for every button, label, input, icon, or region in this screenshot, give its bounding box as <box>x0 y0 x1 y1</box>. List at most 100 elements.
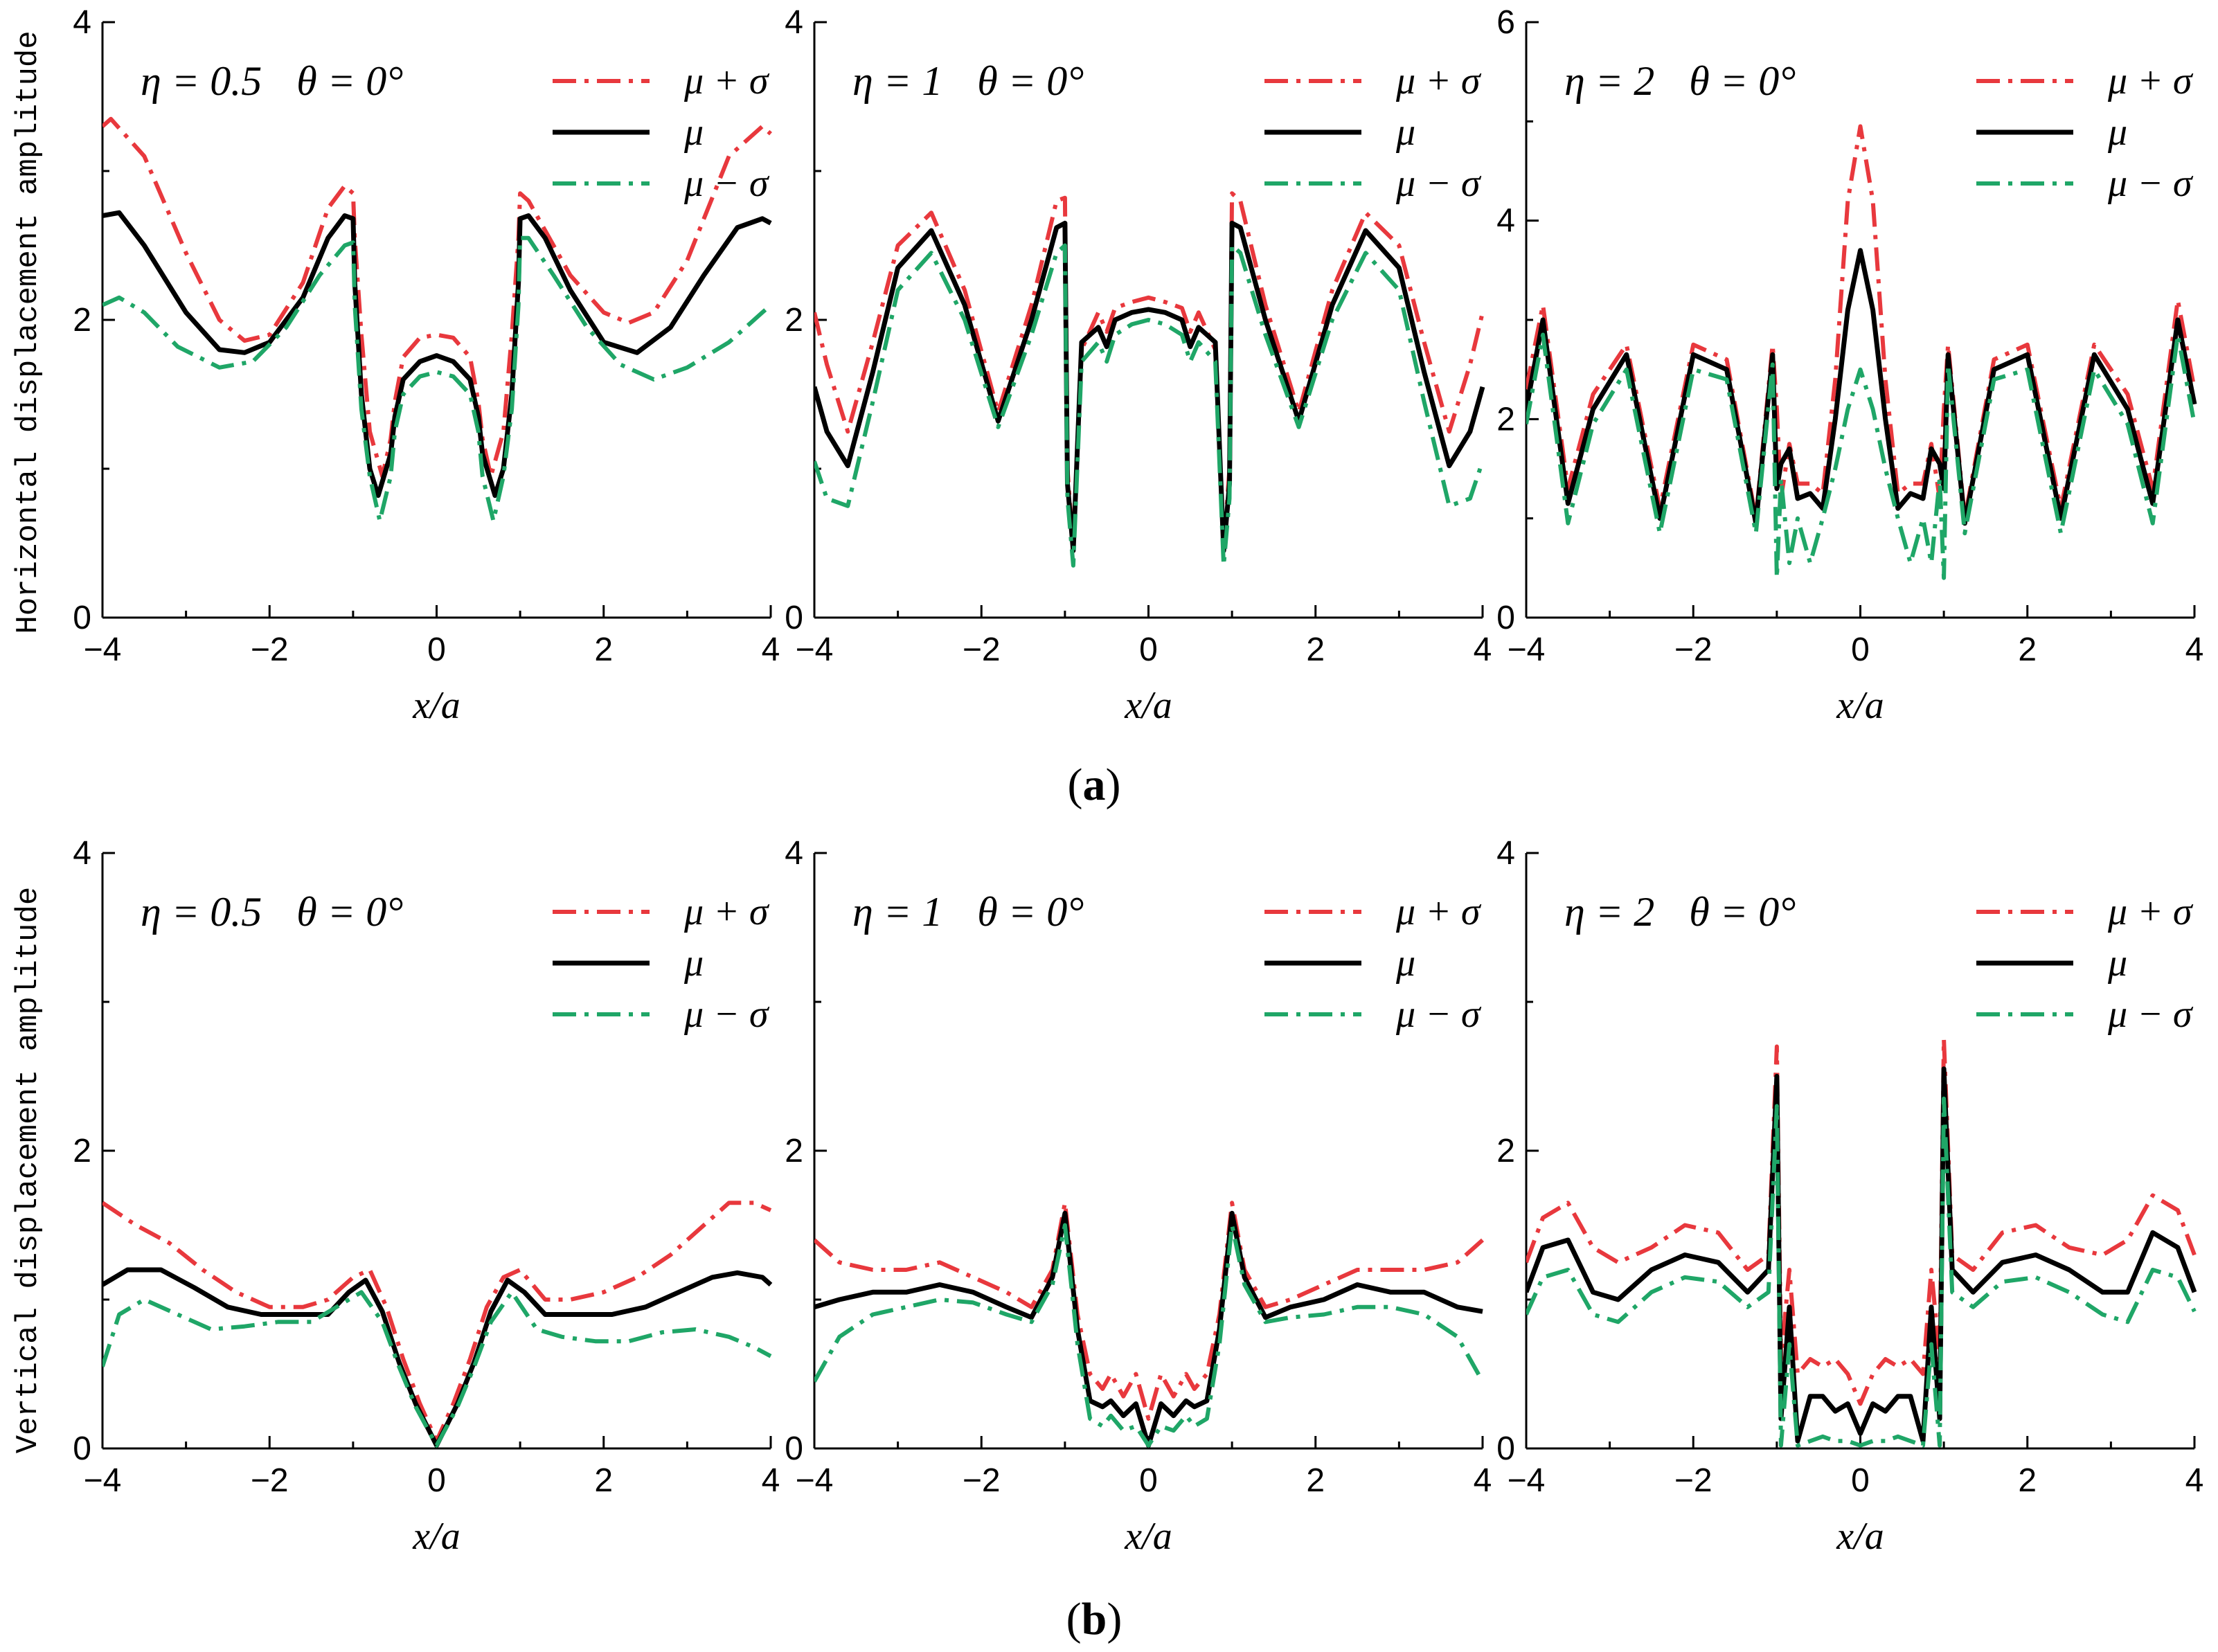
y-tick-label: 4 <box>785 4 803 41</box>
x-axis-label: x/a <box>412 1515 460 1558</box>
x-tick-label: −4 <box>84 1462 122 1499</box>
x-tick-label: −4 <box>84 631 122 668</box>
y-tick-label: 0 <box>1496 600 1515 636</box>
y-tick-label: 0 <box>73 600 91 636</box>
x-tick-label: 0 <box>427 631 446 668</box>
series-line-mu-minus-sigma <box>1526 332 2197 580</box>
x-tick-label: −2 <box>251 1462 289 1499</box>
x-tick-label: −4 <box>796 631 834 668</box>
row-b-ylabel: Vertical displacement amplitude <box>11 887 46 1454</box>
series-line-mu-minus-sigma <box>102 235 772 523</box>
x-tick-label: 0 <box>1851 1462 1870 1499</box>
legend-label: μ <box>683 111 704 154</box>
y-tick-label: 4 <box>1496 835 1515 872</box>
x-axis-label: x/a <box>1836 1515 1884 1558</box>
y-tick-label: 0 <box>785 1430 803 1467</box>
y-tick-label: 0 <box>785 600 803 636</box>
x-tick-label: 2 <box>1306 1462 1325 1499</box>
x-tick-label: 2 <box>594 1462 613 1499</box>
series-line-mu-plus-sigma <box>814 1201 1484 1421</box>
legend-label: μ + σ <box>2107 890 2194 933</box>
x-tick-label: 2 <box>594 631 613 668</box>
series-line-mu <box>102 1267 773 1448</box>
x-tick-label: −4 <box>796 1462 834 1499</box>
series-line-mu <box>1526 248 2197 526</box>
y-tick-label: 2 <box>73 1133 91 1169</box>
x-tick-label: 4 <box>1474 1462 1492 1499</box>
x-axis-label: x/a <box>1124 1515 1172 1558</box>
series-line-mu-minus-sigma <box>1526 1096 2197 1448</box>
x-tick-label: −2 <box>251 631 289 668</box>
legend-label: μ + σ <box>683 890 770 933</box>
x-tick-label: 4 <box>2185 1462 2204 1499</box>
legend-label: μ − σ <box>1395 993 1482 1036</box>
legend-label: μ + σ <box>2107 60 2194 102</box>
y-tick-label: 2 <box>1496 401 1515 438</box>
panel-annotation: η = 0.5 θ = 0° <box>141 889 403 935</box>
series-line-mu-plus-sigma <box>102 1201 772 1444</box>
x-tick-label: 4 <box>1474 631 1492 668</box>
panel-label-a: (a) <box>1068 760 1121 810</box>
series-line-mu-minus-sigma <box>102 1290 772 1448</box>
series-line-mu-plus-sigma <box>1526 124 2197 521</box>
x-tick-label: 2 <box>2018 1462 2037 1499</box>
series-line-mu-minus-sigma <box>814 243 1485 568</box>
series-line-mu-plus-sigma <box>1526 1036 2197 1406</box>
y-tick-label: 2 <box>1496 1133 1515 1169</box>
legend-label: μ + σ <box>1395 60 1482 102</box>
legend-label: μ + σ <box>1395 890 1482 933</box>
panel-0-0: −4 −2 0 2 4 0 2 4 x/a η = 0.5 θ = 0° μ + σ μ μ − σ <box>73 4 780 727</box>
y-tick-label: 4 <box>785 835 803 872</box>
legend-label: μ − σ <box>2107 993 2194 1036</box>
x-tick-label: −2 <box>963 1462 1001 1499</box>
series-line-mu <box>102 210 772 499</box>
series-line-mu-plus-sigma <box>102 116 772 478</box>
y-tick-label: 4 <box>1496 203 1515 240</box>
x-tick-label: −2 <box>1674 631 1712 668</box>
x-tick-label: 4 <box>762 631 780 668</box>
series-line-mu <box>814 220 1485 553</box>
x-tick-label: 0 <box>1851 631 1870 668</box>
x-tick-label: 0 <box>1139 1462 1158 1499</box>
legend-label: μ <box>683 942 704 985</box>
x-tick-label: 4 <box>2185 631 2204 668</box>
legend-label: μ − σ <box>683 162 770 205</box>
legend-label: μ − σ <box>683 993 770 1036</box>
x-tick-label: 4 <box>762 1462 780 1499</box>
panel-label-b: (b) <box>1066 1594 1123 1644</box>
y-tick-label: 2 <box>73 302 91 339</box>
y-tick-label: 0 <box>73 1430 91 1467</box>
legend-label: μ <box>1395 942 1415 985</box>
series-line-mu-minus-sigma <box>814 1223 1485 1448</box>
legend-label: μ − σ <box>1395 162 1482 205</box>
legend-label: μ <box>2107 942 2127 985</box>
legend-label: μ <box>2107 111 2127 154</box>
x-axis-label: x/a <box>1124 684 1172 727</box>
panel-annotation: η = 0.5 θ = 0° <box>141 58 403 104</box>
series-line-mu-plus-sigma <box>814 191 1485 553</box>
series-line-mu <box>814 1210 1483 1448</box>
x-axis-label: x/a <box>412 684 460 727</box>
x-axis-label: x/a <box>1836 684 1884 727</box>
x-tick-label: −4 <box>1508 631 1546 668</box>
x-tick-label: 2 <box>2018 631 2037 668</box>
legend-label: μ <box>1395 111 1415 154</box>
legend-label: μ + σ <box>683 60 770 102</box>
series-line-mu <box>1526 1066 2197 1444</box>
y-tick-label: 0 <box>1496 1430 1515 1467</box>
x-tick-label: −2 <box>1674 1462 1712 1499</box>
y-tick-label: 4 <box>73 835 91 872</box>
y-tick-label: 4 <box>73 4 91 41</box>
row-a-ylabel: Horizontal displacement amplitude <box>11 30 46 634</box>
y-tick-label: 6 <box>1496 4 1515 41</box>
y-tick-label: 2 <box>785 302 803 339</box>
x-tick-label: −4 <box>1508 1462 1546 1499</box>
